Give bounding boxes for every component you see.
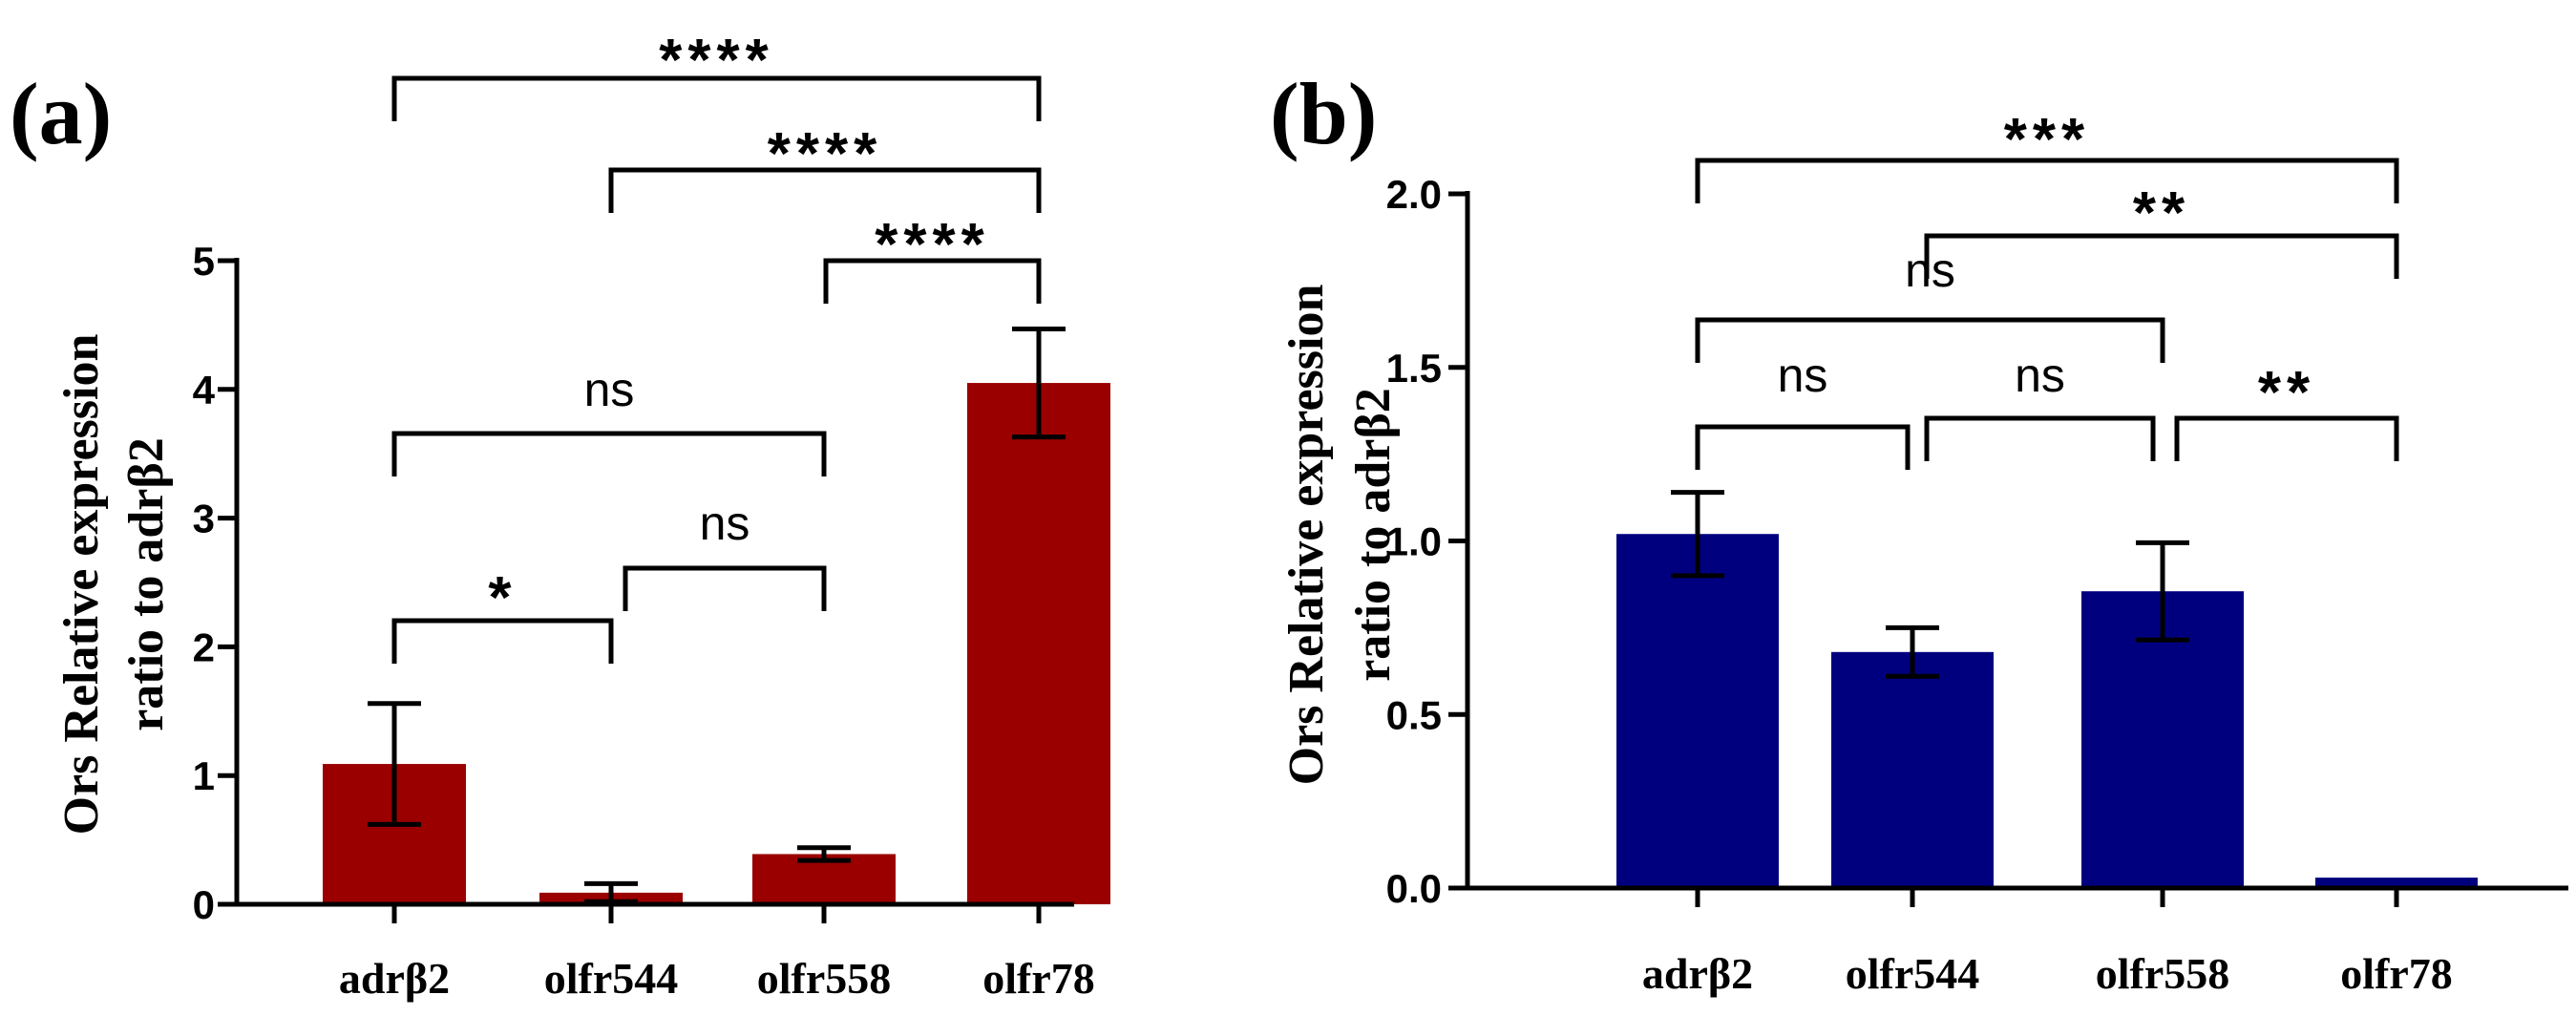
panel-a-ytick-label-1: 1 bbox=[193, 753, 215, 798]
panel-b-sig-label-1: ns bbox=[2015, 349, 2065, 402]
panel-b-sig-bracket-4 bbox=[1924, 233, 2399, 279]
panel-b-category-label-0: adrβ2 bbox=[1642, 949, 1753, 998]
panel-a-sig-label-4: **** bbox=[768, 121, 883, 187]
panel-b-ylabel-line2: ratio to adrβ2 bbox=[1346, 388, 1401, 682]
panel-b-category-label-2: olfr558 bbox=[2096, 949, 2230, 998]
panel-b-ytick-label-3: 1.5 bbox=[1386, 346, 1442, 391]
panel-b-bar-1 bbox=[1831, 651, 1994, 888]
panel-b-sig-bracket-0 bbox=[1695, 424, 1911, 470]
panel-a-bar-3 bbox=[967, 383, 1110, 904]
panel-a-sig-bracket-5 bbox=[391, 75, 1042, 121]
panel-b-sig-bracket-3 bbox=[1695, 317, 2165, 363]
panel-a-sig-label-2: ns bbox=[584, 363, 635, 416]
panel-a-sig-label-1: ns bbox=[700, 497, 750, 550]
panel-b-ytick-label-4: 2.0 bbox=[1386, 172, 1442, 217]
panel-b-ytick-label-1: 0.5 bbox=[1386, 692, 1442, 737]
panel-b-bar-3 bbox=[2315, 878, 2478, 888]
panel-a-category-label-1: olfr544 bbox=[544, 954, 679, 1003]
panel-a-category-label-2: olfr558 bbox=[757, 954, 892, 1003]
panel-b-category-label-3: olfr78 bbox=[2340, 949, 2453, 998]
panel-b-label: (b) bbox=[1270, 65, 1377, 162]
panel-a-ytick-label-0: 0 bbox=[193, 882, 215, 927]
panel-a-sig-label-0: * bbox=[488, 565, 517, 631]
panel-a-ylabel-line1: Ors Relative expression bbox=[54, 334, 109, 836]
panel-b-sig-label-5: *** bbox=[2004, 107, 2090, 173]
panel-b-sig-label-0: ns bbox=[1778, 349, 1828, 402]
panel-a-sig-bracket-4 bbox=[608, 167, 1042, 213]
panel-b-ytick-label-0: 0.0 bbox=[1386, 866, 1442, 911]
panel-b-bar-0 bbox=[1616, 534, 1779, 888]
panel-b-sig-bracket-2 bbox=[2174, 415, 2399, 461]
panel-a-label: (a) bbox=[10, 65, 112, 162]
panel-a-sig-label-3: **** bbox=[875, 212, 990, 278]
panel-b-ylabel-line1: Ors Relative expression bbox=[1279, 285, 1334, 786]
panel-a-chart: (a) Ors Relative expression ratio to adr… bbox=[10, 28, 1110, 1003]
panel-b-category-label-1: olfr544 bbox=[1846, 949, 1980, 998]
panel-b-chart: (b) Ors Relative expression ratio to adr… bbox=[1270, 65, 2568, 998]
panel-b-sig-bracket-1 bbox=[1924, 415, 2156, 461]
panel-a-sig-bracket-1 bbox=[623, 565, 827, 611]
panel-a-category-label-0: adrβ2 bbox=[339, 954, 450, 1003]
panel-a-category-label-3: olfr78 bbox=[982, 954, 1095, 1003]
panel-b-sig-label-4: ** bbox=[2133, 180, 2190, 246]
panel-a-sig-bracket-3 bbox=[823, 258, 1042, 304]
panel-b-ytick-label-2: 1.0 bbox=[1386, 519, 1442, 564]
panel-b-sig-label-2: ** bbox=[2258, 360, 2315, 426]
panel-a-ylabel-line2: ratio to adrβ2 bbox=[119, 437, 174, 731]
panel-a-ytick-label-3: 3 bbox=[193, 497, 215, 541]
panel-a-ytick-label-2: 2 bbox=[193, 624, 215, 669]
panel-a-ytick-label-5: 5 bbox=[193, 239, 215, 284]
panel-b-sig-bracket-5 bbox=[1695, 158, 2399, 203]
panel-a-ytick-label-4: 4 bbox=[193, 368, 216, 413]
panel-a-sig-label-5: **** bbox=[659, 28, 774, 94]
panel-a-sig-bracket-0 bbox=[391, 618, 614, 664]
panel-a-sig-bracket-2 bbox=[391, 431, 827, 476]
panel-b-sig-label-3: ns bbox=[1905, 243, 1955, 297]
